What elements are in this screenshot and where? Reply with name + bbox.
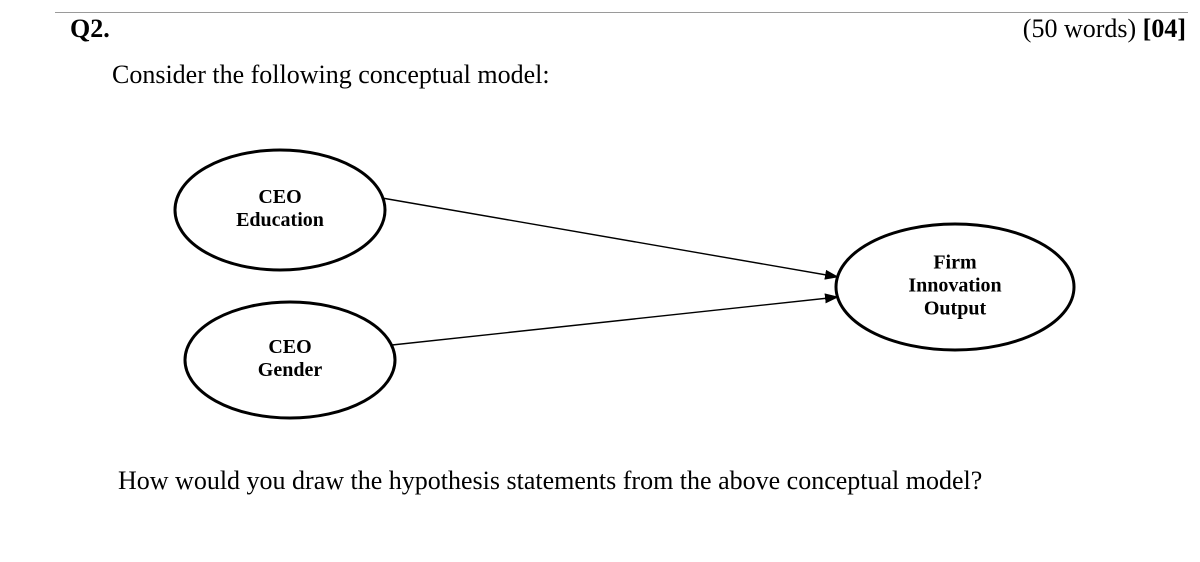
exam-question-page: Q2. (50 words) [04] Consider the followi… xyxy=(0,0,1200,562)
edge-ceo_edu-to-firm_out xyxy=(382,198,838,277)
node-label: CEO xyxy=(268,336,311,358)
node-label: Gender xyxy=(258,359,323,381)
node-label: Output xyxy=(924,298,987,320)
node-ceo_edu: CEOEducation xyxy=(175,150,385,270)
nodes: CEOEducationCEOGenderFirmInnovationOutpu… xyxy=(175,150,1074,418)
edges xyxy=(382,198,838,345)
node-label: Education xyxy=(236,209,324,231)
question-text: How would you draw the hypothesis statem… xyxy=(118,466,982,496)
node-label: Firm xyxy=(933,252,977,274)
edge-ceo_gender-to-firm_out xyxy=(392,297,838,345)
node-label: Innovation xyxy=(908,275,1001,297)
node-firm_out: FirmInnovationOutput xyxy=(836,224,1074,350)
node-ceo_gender: CEOGender xyxy=(185,302,395,418)
node-label: CEO xyxy=(258,186,301,208)
